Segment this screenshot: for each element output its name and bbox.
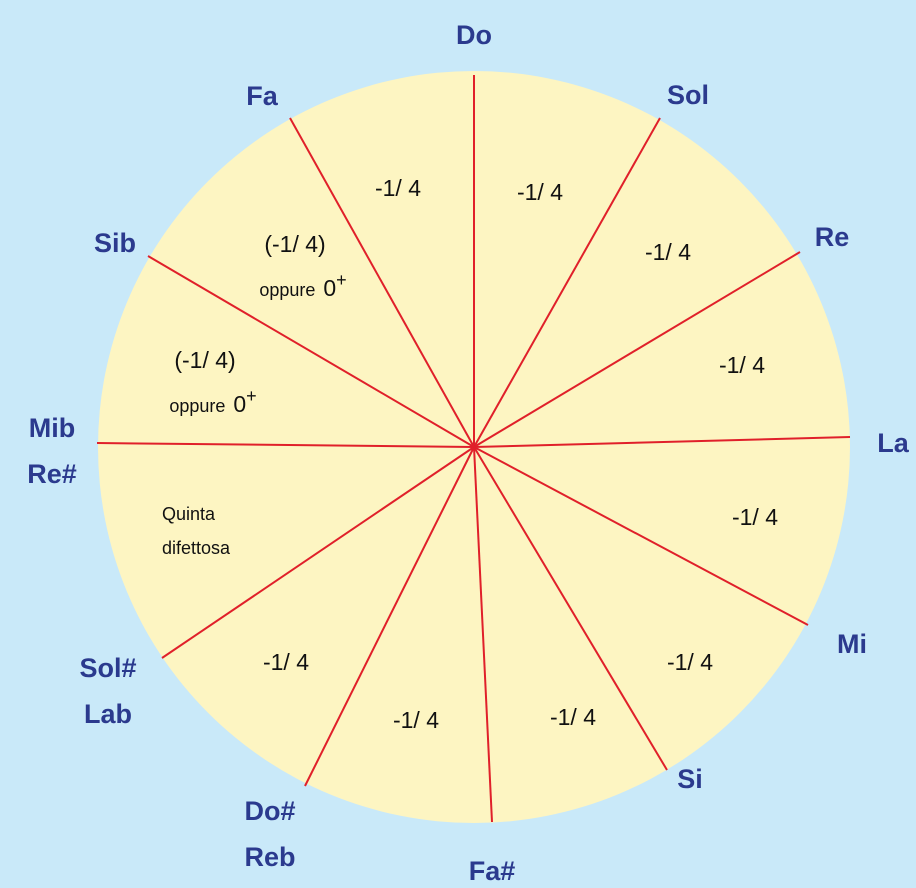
note-label: Sib xyxy=(94,228,136,258)
divider xyxy=(473,117,661,448)
note-label: Sol xyxy=(667,80,709,110)
dividers xyxy=(96,75,851,823)
note-label: Do xyxy=(456,20,492,50)
note-label: Do# xyxy=(244,796,295,826)
note-label: Re xyxy=(815,222,850,252)
segment-label: -1/ 4 xyxy=(732,504,778,530)
segment-label: -1/ 4 xyxy=(263,649,309,675)
divider xyxy=(473,446,809,626)
segment-label: -1/ 4 xyxy=(550,704,596,730)
divider xyxy=(304,446,475,787)
divider xyxy=(147,255,475,448)
note-label: Mib xyxy=(29,413,76,443)
segment-label: -1/ 4 xyxy=(667,649,713,675)
note-value: 0 xyxy=(323,275,336,301)
segment-label: -1/ 4 xyxy=(719,352,765,378)
segment-label: -1/ 4 xyxy=(645,239,691,265)
note-sup: + xyxy=(246,386,257,406)
note-text: oppure xyxy=(169,396,225,416)
note-text: oppure xyxy=(259,280,315,300)
note-label: Si xyxy=(677,764,703,794)
note-label: Sol# xyxy=(79,653,136,683)
note-label: Fa xyxy=(246,81,278,111)
segment-label: (-1/ 4) xyxy=(264,231,325,257)
segment-label: -1/ 4 xyxy=(517,179,563,205)
segment-note: oppure 0+ xyxy=(259,270,346,301)
note-label: La xyxy=(877,428,909,458)
divider xyxy=(473,446,668,771)
note-label: Re# xyxy=(27,459,77,489)
segment-label: -1/ 4 xyxy=(393,707,439,733)
labels: Do Sol Re La Mi Si Fa# Do# Reb Sol# Lab Mib Re# Sib Fa… xyxy=(27,20,910,886)
note-label: Reb xyxy=(244,842,295,872)
divider xyxy=(96,442,475,448)
segment-label: Quinta xyxy=(162,504,216,524)
segment-label: (-1/ 4) xyxy=(174,347,235,373)
note-label: Lab xyxy=(84,699,132,729)
note-label: Mi xyxy=(837,629,867,659)
divider xyxy=(473,446,493,823)
segment-label: difettosa xyxy=(162,538,231,558)
divider xyxy=(289,117,475,448)
divider xyxy=(161,446,475,659)
note-label: Fa# xyxy=(469,856,516,886)
segment-note: oppure 0+ xyxy=(169,386,256,417)
segment-label: -1/ 4 xyxy=(375,175,421,201)
divider xyxy=(473,251,801,448)
divider xyxy=(473,436,851,448)
note-sup: + xyxy=(336,270,347,290)
note-value: 0 xyxy=(233,391,246,417)
